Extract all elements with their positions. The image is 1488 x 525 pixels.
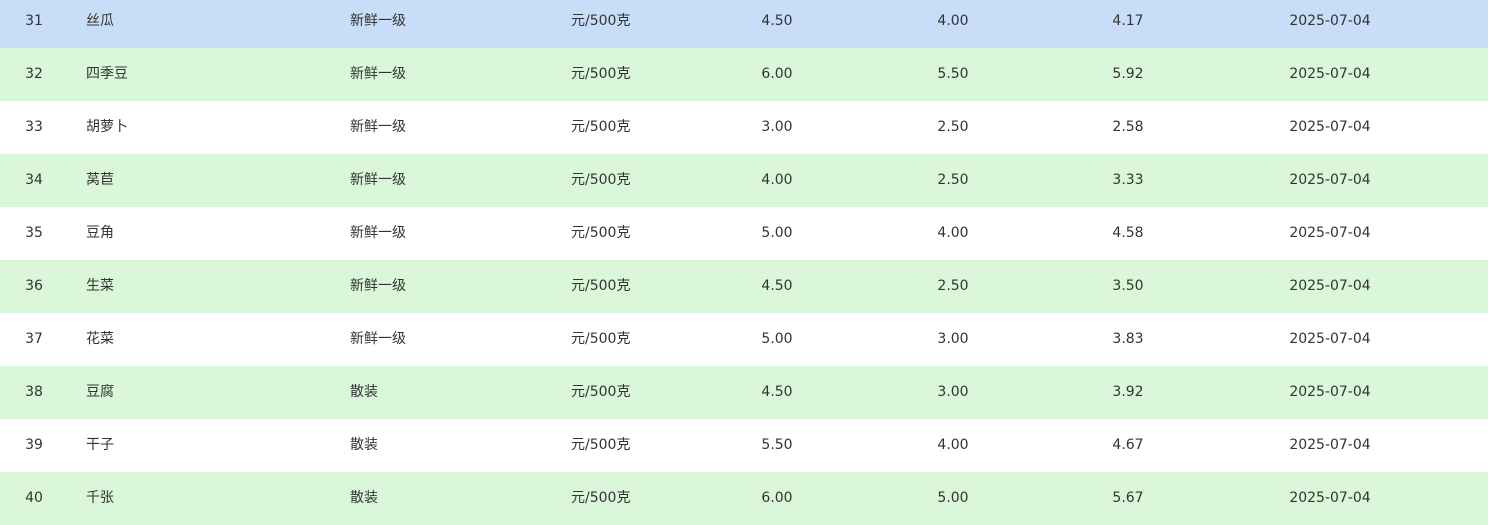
avg-price-cell: 3.33 bbox=[1112, 172, 1144, 188]
max-price-cell: 6.00 bbox=[761, 490, 793, 506]
product-name-cell: 四季豆 bbox=[86, 66, 128, 82]
grade-cell: 新鲜一级 bbox=[350, 66, 406, 82]
unit-cell: 元/500克 bbox=[571, 437, 631, 453]
min-price-cell: 4.00 bbox=[937, 437, 969, 453]
row-number-cell: 31 bbox=[25, 13, 43, 29]
row-number-cell: 35 bbox=[25, 225, 43, 241]
row-number-cell: 38 bbox=[25, 384, 43, 400]
max-price-cell: 5.50 bbox=[761, 437, 793, 453]
date-cell: 2025-07-04 bbox=[1289, 172, 1371, 188]
grade-cell: 散装 bbox=[350, 490, 378, 506]
product-name-cell: 生菜 bbox=[86, 278, 114, 294]
unit-cell: 元/500克 bbox=[571, 331, 631, 347]
row-number-cell: 37 bbox=[25, 331, 43, 347]
min-price-cell: 4.00 bbox=[937, 225, 969, 241]
unit-cell: 元/500克 bbox=[571, 225, 631, 241]
date-cell: 2025-07-04 bbox=[1289, 437, 1371, 453]
max-price-cell: 6.00 bbox=[761, 66, 793, 82]
date-cell: 2025-07-04 bbox=[1289, 66, 1371, 82]
product-name-cell: 胡萝卜 bbox=[86, 119, 128, 135]
table-row[interactable]: 34 莴苣 新鲜一级 元/500克 4.00 2.50 3.33 2025-07-04 bbox=[0, 154, 1488, 207]
max-price-cell: 4.00 bbox=[761, 172, 793, 188]
date-cell: 2025-07-04 bbox=[1289, 490, 1371, 506]
grade-cell: 新鲜一级 bbox=[350, 13, 406, 29]
max-price-cell: 4.50 bbox=[761, 13, 793, 29]
product-name-cell: 花菜 bbox=[86, 331, 114, 347]
product-name-cell: 豆角 bbox=[86, 225, 114, 241]
min-price-cell: 3.00 bbox=[937, 331, 969, 347]
avg-price-cell: 4.67 bbox=[1112, 437, 1144, 453]
date-cell: 2025-07-04 bbox=[1289, 331, 1371, 347]
unit-cell: 元/500克 bbox=[571, 66, 631, 82]
table-row[interactable]: 39 干子 散装 元/500克 5.50 4.00 4.67 2025-07-04 bbox=[0, 419, 1488, 472]
max-price-cell: 5.00 bbox=[761, 331, 793, 347]
avg-price-cell: 4.58 bbox=[1112, 225, 1144, 241]
table-row[interactable]: 36 生菜 新鲜一级 元/500克 4.50 2.50 3.50 2025-07-04 bbox=[0, 260, 1488, 313]
avg-price-cell: 3.92 bbox=[1112, 384, 1144, 400]
row-number-cell: 32 bbox=[25, 66, 43, 82]
grade-cell: 新鲜一级 bbox=[350, 225, 406, 241]
table-row[interactable]: 40 千张 散装 元/500克 6.00 5.00 5.67 2025-07-04 bbox=[0, 472, 1488, 525]
product-name-cell: 莴苣 bbox=[86, 172, 114, 188]
product-name-cell: 千张 bbox=[86, 490, 114, 506]
unit-cell: 元/500克 bbox=[571, 172, 631, 188]
table-row[interactable]: 35 豆角 新鲜一级 元/500克 5.00 4.00 4.58 2025-07-04 bbox=[0, 207, 1488, 260]
row-number-cell: 34 bbox=[25, 172, 43, 188]
min-price-cell: 2.50 bbox=[937, 278, 969, 294]
avg-price-cell: 2.58 bbox=[1112, 119, 1144, 135]
date-cell: 2025-07-04 bbox=[1289, 225, 1371, 241]
table-row[interactable]: 38 豆腐 散装 元/500克 4.50 3.00 3.92 2025-07-04 bbox=[0, 366, 1488, 419]
max-price-cell: 5.00 bbox=[761, 225, 793, 241]
grade-cell: 新鲜一级 bbox=[350, 278, 406, 294]
grade-cell: 新鲜一级 bbox=[350, 172, 406, 188]
table-row[interactable]: 31 丝瓜 新鲜一级 元/500克 4.50 4.00 4.17 2025-07-04 bbox=[0, 0, 1488, 48]
grade-cell: 新鲜一级 bbox=[350, 119, 406, 135]
row-number-cell: 33 bbox=[25, 119, 43, 135]
unit-cell: 元/500克 bbox=[571, 13, 631, 29]
max-price-cell: 4.50 bbox=[761, 278, 793, 294]
product-name-cell: 丝瓜 bbox=[86, 13, 114, 29]
avg-price-cell: 3.83 bbox=[1112, 331, 1144, 347]
row-number-cell: 36 bbox=[25, 278, 43, 294]
max-price-cell: 4.50 bbox=[761, 384, 793, 400]
unit-cell: 元/500克 bbox=[571, 278, 631, 294]
unit-cell: 元/500克 bbox=[571, 384, 631, 400]
unit-cell: 元/500克 bbox=[571, 119, 631, 135]
avg-price-cell: 4.17 bbox=[1112, 13, 1144, 29]
date-cell: 2025-07-04 bbox=[1289, 119, 1371, 135]
grade-cell: 散装 bbox=[350, 384, 378, 400]
min-price-cell: 3.00 bbox=[937, 384, 969, 400]
product-name-cell: 干子 bbox=[86, 437, 114, 453]
table-row[interactable]: 37 花菜 新鲜一级 元/500克 5.00 3.00 3.83 2025-07-04 bbox=[0, 313, 1488, 366]
date-cell: 2025-07-04 bbox=[1289, 278, 1371, 294]
min-price-cell: 5.00 bbox=[937, 490, 969, 506]
row-number-cell: 40 bbox=[25, 490, 43, 506]
min-price-cell: 4.00 bbox=[937, 13, 969, 29]
avg-price-cell: 5.92 bbox=[1112, 66, 1144, 82]
date-cell: 2025-07-04 bbox=[1289, 384, 1371, 400]
table-row[interactable]: 33 胡萝卜 新鲜一级 元/500克 3.00 2.50 2.58 2025-07-04 bbox=[0, 101, 1488, 154]
min-price-cell: 2.50 bbox=[937, 119, 969, 135]
table-row[interactable]: 32 四季豆 新鲜一级 元/500克 6.00 5.50 5.92 2025-07-04 bbox=[0, 48, 1488, 101]
min-price-cell: 5.50 bbox=[937, 66, 969, 82]
row-number-cell: 39 bbox=[25, 437, 43, 453]
max-price-cell: 3.00 bbox=[761, 119, 793, 135]
date-cell: 2025-07-04 bbox=[1289, 13, 1371, 29]
avg-price-cell: 3.50 bbox=[1112, 278, 1144, 294]
grade-cell: 新鲜一级 bbox=[350, 331, 406, 347]
product-name-cell: 豆腐 bbox=[86, 384, 114, 400]
unit-cell: 元/500克 bbox=[571, 490, 631, 506]
avg-price-cell: 5.67 bbox=[1112, 490, 1144, 506]
grade-cell: 散装 bbox=[350, 437, 378, 453]
min-price-cell: 2.50 bbox=[937, 172, 969, 188]
